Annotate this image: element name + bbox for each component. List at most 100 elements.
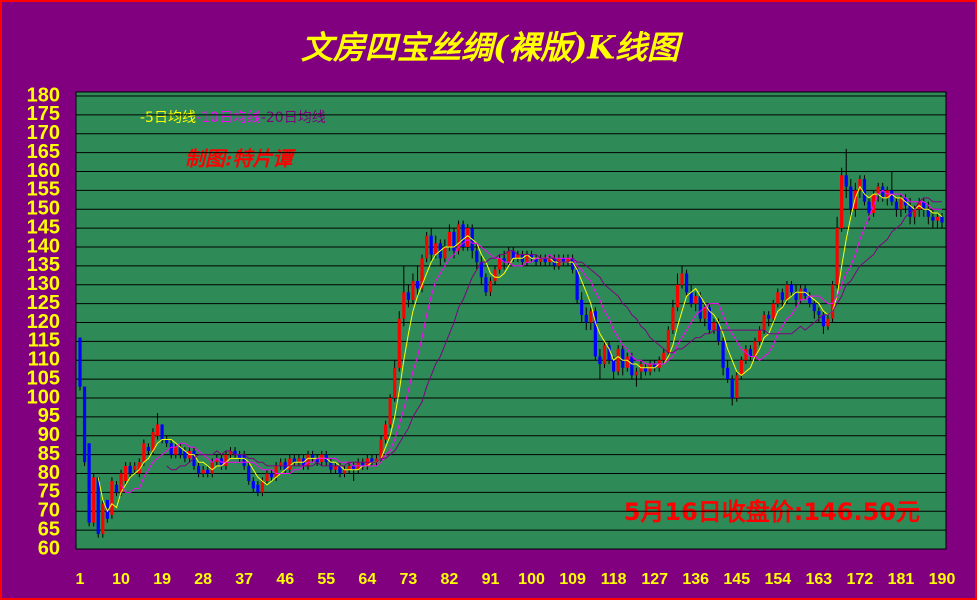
candle-body (821, 314, 826, 327)
candle-body (607, 345, 611, 361)
candle-body (406, 292, 410, 300)
candle-body (684, 273, 689, 293)
candle-body (776, 292, 780, 304)
candle-body (680, 273, 684, 285)
moving-average-line (97, 185, 943, 513)
candle-body (789, 284, 794, 293)
candle-body (425, 235, 429, 259)
y-tick-label: 155 (27, 179, 60, 201)
candle-body (124, 465, 128, 482)
candle-body (507, 250, 511, 263)
plot-layer (76, 95, 946, 550)
candle-body (739, 360, 743, 376)
candle-body (589, 311, 593, 323)
candle-body (133, 465, 137, 470)
candle-body (561, 258, 566, 263)
y-tick-label: 120 (27, 311, 60, 333)
candle-body (411, 280, 415, 300)
candle-body (712, 322, 716, 331)
candle-body (762, 314, 766, 331)
candle-body (598, 356, 602, 365)
legend: -5日均线-10日均线-20日均线 (140, 110, 326, 126)
candle-body (397, 318, 401, 368)
candle-body (511, 250, 515, 259)
candle-body (210, 462, 214, 474)
candle-body (475, 250, 479, 263)
candle-body (881, 186, 885, 198)
x-tick-label: 127 (641, 571, 668, 588)
candle-body (101, 503, 105, 534)
x-tick-label: 1 (76, 571, 85, 588)
candle-body (771, 303, 775, 319)
y-tick-label: 180 (27, 84, 60, 106)
candle-body (137, 462, 141, 474)
candle-body (840, 175, 844, 229)
candle-body (498, 258, 502, 270)
y-tick-label: 110 (28, 349, 60, 371)
chart-title: 文房四宝丝绸(裸版)K线图 (301, 29, 684, 67)
candle-body (247, 465, 251, 482)
candle-body (534, 258, 538, 263)
candle-body (744, 348, 748, 361)
candle-body (269, 473, 274, 478)
y-tick-label: 85 (38, 443, 60, 465)
candle-body (292, 458, 296, 463)
candle-body (653, 364, 657, 368)
candle-body (151, 431, 155, 451)
candle-body (165, 439, 169, 444)
candle-body (890, 190, 894, 202)
y-tick-label: 115 (28, 330, 60, 352)
x-tick-label: 64 (358, 571, 376, 588)
candle-body (146, 447, 151, 451)
candle-body (388, 398, 392, 425)
candle-body (616, 348, 620, 372)
x-tick-label: 46 (276, 571, 294, 588)
candle-body (105, 499, 109, 519)
candle-body (835, 228, 839, 285)
candle-body (735, 375, 739, 398)
candle-body (753, 341, 757, 357)
candle-body (347, 465, 351, 470)
candle-body (726, 367, 730, 380)
x-tick-label: 136 (682, 571, 709, 588)
close-price-note: 5月16日收盘价:146.50元 (624, 498, 920, 526)
candle-body (858, 179, 862, 191)
candle-body (621, 348, 625, 368)
candle-body (602, 345, 607, 365)
candle-body (488, 280, 493, 293)
moving-average-line (166, 197, 942, 471)
y-tick-label: 160 (27, 160, 60, 182)
candle-body (580, 299, 584, 315)
y-tick-label: 60 (38, 537, 60, 559)
candle-body (899, 197, 903, 210)
candle-body (169, 443, 173, 455)
candle-body (502, 258, 506, 263)
candle-body (183, 450, 187, 459)
candle-body (224, 454, 228, 466)
candle-body (812, 303, 816, 312)
candle-body (119, 473, 123, 493)
candle-body (178, 447, 182, 455)
candle-body (128, 465, 132, 474)
x-tick-label: 10 (112, 571, 130, 588)
candle-body (817, 311, 821, 315)
candle-body (78, 337, 82, 387)
candle-body (543, 258, 547, 263)
y-tick-label: 75 (38, 481, 60, 503)
candle-body (342, 469, 347, 474)
x-tick-label: 55 (317, 571, 335, 588)
candle-body (584, 314, 588, 323)
candle-body (694, 296, 698, 304)
candle-body (288, 458, 292, 470)
candle-body (826, 318, 830, 327)
y-tick-label: 175 (27, 103, 60, 125)
x-tick-label: 37 (235, 571, 253, 588)
legend-item: -20日均线 (261, 110, 326, 126)
y-tick-label: 80 (38, 462, 60, 484)
candle-body (808, 296, 812, 304)
candle-body (379, 439, 383, 459)
candle-body (767, 314, 771, 319)
candle-body (926, 209, 930, 217)
candle-body (876, 186, 880, 195)
legend-item: -5日均线 (140, 110, 196, 126)
